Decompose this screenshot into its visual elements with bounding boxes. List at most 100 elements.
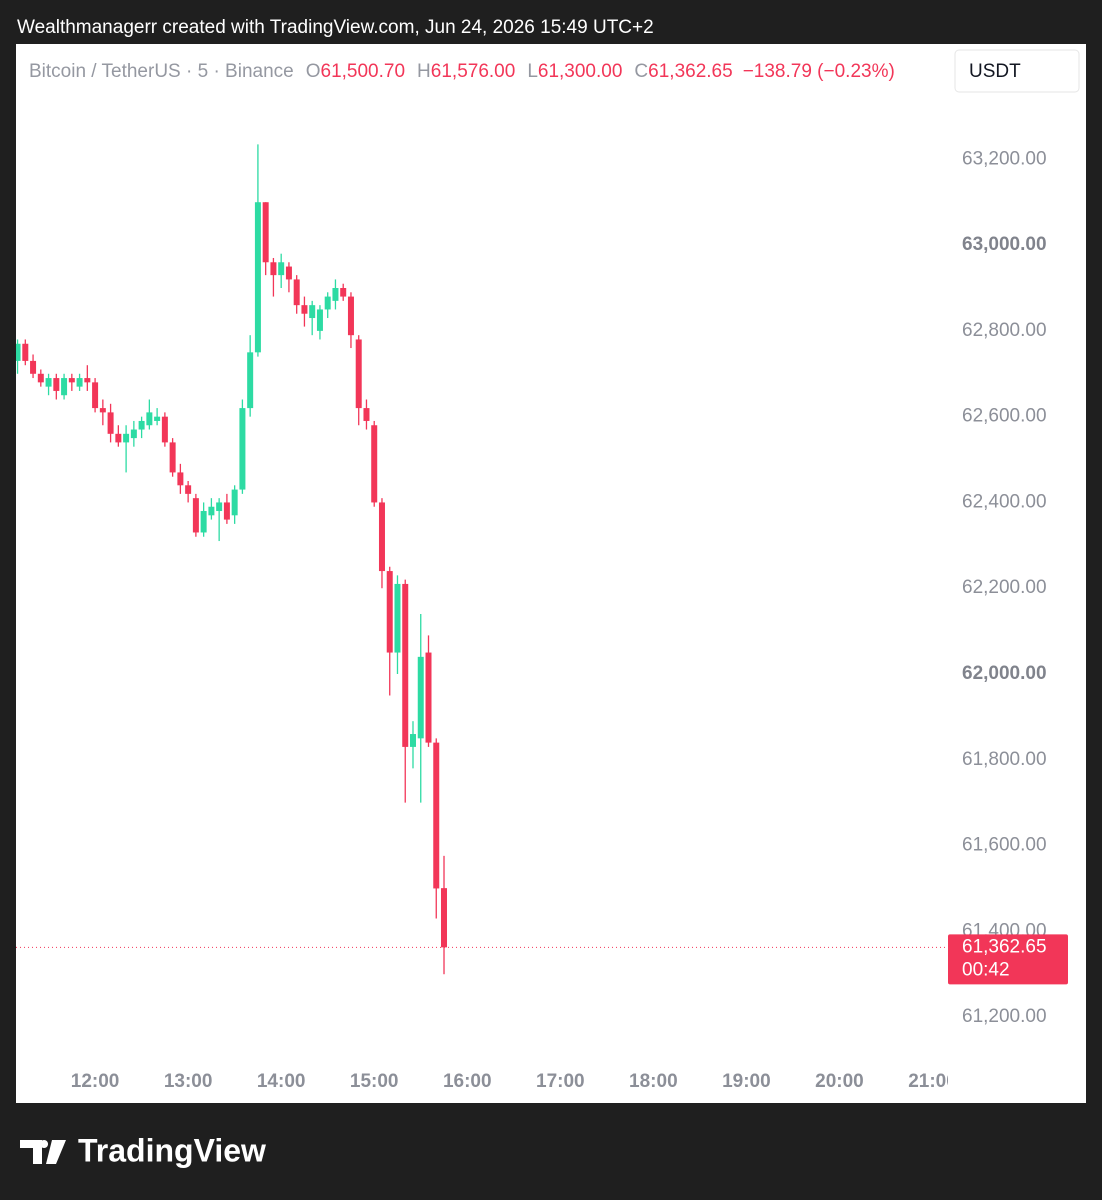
brand-logo: TradingView [20, 1132, 266, 1168]
candle-body [363, 408, 370, 421]
x-tick-label: 19:00 [722, 1071, 771, 1092]
candle-body [433, 742, 440, 889]
candle-body [216, 502, 223, 512]
x-tick-label: 15:00 [350, 1071, 399, 1092]
change: −138.79 (−0.23%) [743, 61, 895, 82]
last-price-label: 61,362.65 [962, 936, 1047, 957]
candle-body [53, 378, 60, 391]
candle-body [177, 472, 184, 486]
currency-box[interactable] [954, 49, 1080, 93]
countdown: 00:42 [962, 959, 1010, 980]
candle-body [417, 656, 424, 739]
candle-body [239, 408, 246, 490]
candle-body [324, 296, 331, 310]
candle-body [309, 305, 316, 319]
candle-body [347, 296, 354, 336]
candle-body [16, 343, 21, 361]
ohlc-label: H [417, 61, 431, 82]
candle-body [37, 373, 44, 383]
candle-body [61, 378, 68, 396]
candle-body [378, 502, 385, 572]
candle-body [409, 734, 416, 747]
candle-body [84, 378, 91, 383]
axes: 61,200.0061,400.0061,600.0061,800.0062,0… [948, 148, 1068, 1027]
candle-body [425, 652, 432, 743]
candle-body [45, 378, 52, 387]
candle-body [301, 305, 308, 314]
candle-body [154, 416, 161, 421]
candle-body [355, 339, 362, 409]
candle-body [22, 343, 29, 361]
x-tick-label: 13:00 [164, 1071, 213, 1092]
brand: TradingView [78, 1132, 266, 1168]
candle-body [285, 266, 292, 280]
candle-body [138, 420, 145, 430]
last-price-box [948, 934, 1068, 985]
candle-body [161, 416, 168, 443]
y-tick-label: 62,800.00 [962, 320, 1047, 341]
ohlc-value: 61,300.00 [538, 61, 623, 82]
candle-body [386, 571, 393, 653]
y-tick-label: 62,000.00 [962, 663, 1047, 684]
currency[interactable]: USDT [969, 61, 1021, 82]
y-tick-label: 61,200.00 [962, 1006, 1047, 1027]
candle-body [208, 506, 215, 516]
y-tick-label: 62,200.00 [962, 577, 1047, 598]
symbol: Bitcoin / TetherUS · 5 · Binance [29, 61, 294, 82]
ohlc-label: O [306, 61, 321, 82]
candle-body [169, 442, 176, 473]
candle-body [278, 262, 285, 276]
y-tick-label: 63,200.00 [962, 148, 1047, 169]
y-tick-label: 61,600.00 [962, 835, 1047, 856]
candle-body [68, 378, 75, 383]
candle-body [231, 489, 238, 516]
x-tick-label: 17:00 [536, 1071, 585, 1092]
x-tick-label: 14:00 [257, 1071, 306, 1092]
candle-body [247, 352, 254, 409]
candle-body [130, 429, 137, 439]
candle-body [262, 202, 269, 263]
y-tick-label: 61,800.00 [962, 749, 1047, 770]
x-tick-label: 20:00 [815, 1071, 864, 1092]
plot-area: 12:00 13:00 14:00 15:00 16:00 17:00 18:00 19:00… [16, 144, 957, 1092]
candle-body [92, 382, 99, 409]
candle-body [146, 412, 153, 426]
ohlc-value: 61,576.00 [431, 61, 516, 82]
ohlc-value: 61,362.65 [648, 61, 733, 82]
candle-body [223, 502, 230, 520]
x-tick-label: 12:00 [71, 1071, 120, 1092]
candle-body [371, 425, 378, 503]
x-tick-label: 18:00 [629, 1071, 678, 1092]
candle-body [441, 888, 448, 948]
candle-body [340, 288, 347, 297]
candle-body [76, 378, 83, 387]
attribution: Wealthmanagerr created with TradingView.… [17, 17, 654, 38]
candle-body [123, 433, 130, 443]
candle-body [192, 498, 199, 533]
candle-body [200, 511, 207, 533]
candle-body [185, 485, 192, 494]
candle-body [394, 583, 401, 653]
ohlc-value: 61,500.70 [321, 61, 406, 82]
candle-body [270, 262, 277, 276]
candle-body [107, 412, 114, 434]
y-tick-label: 63,000.00 [962, 234, 1047, 255]
legend: Bitcoin / TetherUS · 5 · Binance O61,500.… [29, 61, 895, 82]
chart-panel [16, 44, 1086, 1103]
candle-body [115, 433, 122, 443]
candle-body [293, 279, 300, 306]
ohlc-label: C [634, 61, 648, 82]
candle-body [254, 202, 261, 353]
y-tick-label: 62,400.00 [962, 491, 1047, 512]
ohlc-label: L [527, 61, 538, 82]
candle-body [99, 408, 106, 413]
candle-body [402, 583, 409, 747]
logo-icon [20, 1140, 66, 1164]
candle-body [30, 360, 37, 374]
candle-body [332, 288, 339, 301]
candle-body [316, 309, 323, 331]
x-tick-label: 16:00 [443, 1071, 492, 1092]
x-tick-label: 21:00 [908, 1071, 957, 1092]
